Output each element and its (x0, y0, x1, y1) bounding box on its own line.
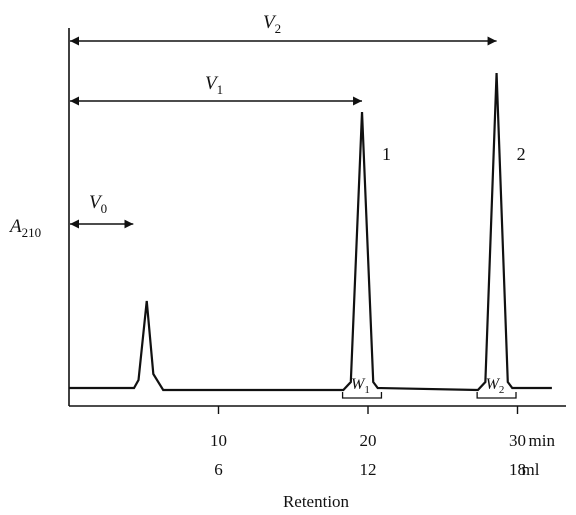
w2-bracket (476, 392, 517, 399)
y-axis-label-sub: 210 (22, 225, 42, 240)
v1-label-sub: 1 (217, 82, 224, 97)
chromatogram-trace (69, 72, 552, 392)
y-axis-label: A210 (8, 216, 41, 240)
w2-label-sub: 2 (499, 384, 505, 396)
x-tick-label-volume-20: 12 (360, 460, 377, 479)
w2-label: W2 (486, 376, 505, 396)
peak-label-1: 1 (382, 144, 391, 164)
x-tick-label-time-30: 30 (509, 431, 526, 450)
v1-label-main: V (205, 73, 219, 94)
x-tick-label-volume-30: 18 (509, 460, 526, 479)
x-unit-label-time: min (529, 431, 556, 450)
x-unit-label-volume: ml (522, 460, 540, 479)
v2-label-main: V (263, 12, 277, 33)
w1-label: W1 (351, 376, 370, 396)
x-tick-label-time-20: 20 (360, 431, 377, 450)
v1-label: V1 (205, 73, 223, 97)
x-axis-title: Retention (283, 492, 350, 511)
v2-label-sub: 2 (275, 21, 282, 36)
v2-label: V2 (263, 12, 281, 36)
w2-label-main: W (486, 376, 501, 393)
w1-label-sub: 1 (364, 384, 370, 396)
v0-label: V0 (89, 192, 107, 216)
v0-label-main: V (89, 192, 103, 213)
y-axis-label-main: A (8, 216, 22, 237)
x-tick-label-volume-10: 6 (214, 460, 223, 479)
peak-label-2: 2 (517, 144, 526, 164)
v0-label-sub: 0 (101, 201, 108, 216)
x-tick-label-time-10: 10 (210, 431, 227, 450)
w1-label-main: W (351, 376, 366, 393)
w1-bracket (341, 392, 383, 399)
